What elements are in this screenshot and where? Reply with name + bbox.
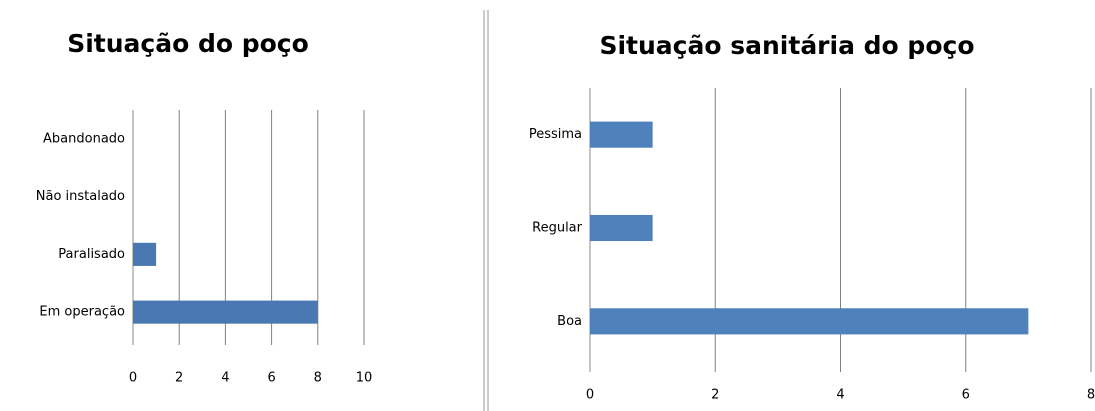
y-tick-label: Em operação [39,305,125,320]
bar [590,308,1029,335]
y-tick-label: Abandonado [43,131,125,146]
x-tick-label: 2 [711,388,719,403]
y-tick-label: Regular [532,221,583,236]
chart-title: Situação do poço [67,29,309,58]
x-tick-label: 8 [314,371,322,386]
bar [133,242,157,266]
x-tick-label: 6 [962,388,970,403]
bar [590,121,653,148]
x-tick-label: 4 [836,388,844,403]
x-tick-label: 2 [175,371,183,386]
y-tick-label: Não instalado [36,189,125,204]
x-tick-label: 8 [1087,388,1095,403]
x-tick-label: 10 [356,371,373,386]
x-tick-label: 0 [129,371,137,386]
y-tick-label: Boa [557,314,582,329]
x-tick-label: 0 [586,388,594,403]
y-tick-label: Paralisado [58,247,125,262]
bar [590,214,653,242]
chart-title: Situação sanitária do poço [599,31,974,60]
bar [133,300,318,324]
x-tick-label: 6 [267,371,275,386]
x-tick-label: 4 [221,371,229,386]
y-tick-label: Pessima [529,127,582,142]
